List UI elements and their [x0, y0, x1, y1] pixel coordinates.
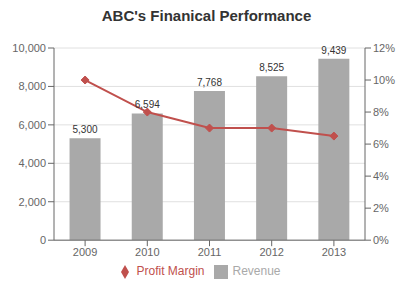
svg-text:6%: 6%	[373, 138, 389, 150]
svg-text:2009: 2009	[73, 246, 97, 258]
svg-text:6,594: 6,594	[135, 99, 160, 110]
svg-text:6,000: 6,000	[18, 119, 46, 131]
svg-text:2010: 2010	[135, 246, 159, 258]
svg-text:9,439: 9,439	[321, 45, 346, 56]
svg-text:0%: 0%	[373, 234, 389, 246]
svg-text:10,000: 10,000	[12, 42, 46, 54]
svg-text:8%: 8%	[373, 106, 389, 118]
svg-text:4%: 4%	[373, 170, 389, 182]
svg-text:8,000: 8,000	[18, 80, 46, 92]
svg-text:2012: 2012	[259, 246, 283, 258]
svg-text:8,525: 8,525	[259, 62, 284, 73]
svg-text:2013: 2013	[322, 246, 346, 258]
svg-text:12%: 12%	[373, 42, 395, 54]
svg-text:5,300: 5,300	[73, 124, 98, 135]
svg-text:2,000: 2,000	[18, 196, 46, 208]
svg-text:7,768: 7,768	[197, 77, 222, 88]
svg-text:2011: 2011	[198, 246, 222, 258]
svg-text:10%: 10%	[373, 74, 395, 86]
html-text:Revenue: Revenue	[232, 264, 281, 279]
html-text:ABC's Finanical Performance: ABC's Finanical Performance	[101, 7, 312, 24]
html-text:Profit Margin: Profit Margin	[136, 264, 205, 279]
svg-text:2%: 2%	[373, 202, 389, 214]
svg-text:0: 0	[40, 234, 46, 246]
svg-text:4,000: 4,000	[18, 157, 46, 169]
